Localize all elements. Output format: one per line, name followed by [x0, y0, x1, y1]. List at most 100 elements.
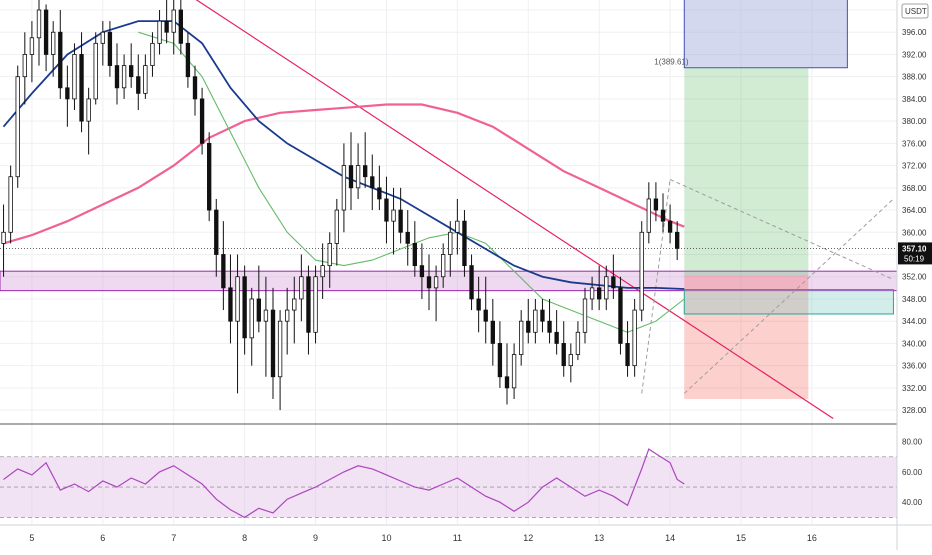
candle-body — [433, 276, 439, 289]
candles — [1, 0, 680, 411]
price-tick-label: 396.00 — [902, 28, 927, 37]
last-price-box — [898, 242, 932, 265]
candle-body — [228, 287, 233, 322]
candle-body — [327, 242, 332, 267]
candle-body — [320, 265, 325, 278]
candle-body — [497, 343, 503, 378]
candle-body — [370, 176, 375, 189]
rsi-tick-label: 40.00 — [902, 498, 923, 507]
candle-body — [604, 276, 609, 300]
candle-body — [660, 209, 666, 222]
drawing-tools: 1(389.61) — [0, 0, 898, 419]
price-tick-label: 388.00 — [902, 73, 927, 82]
rsi-line — [3, 448, 685, 519]
candle-body — [625, 343, 630, 367]
candle-body — [511, 354, 517, 389]
candle-body — [65, 87, 70, 100]
candle-body — [43, 9, 49, 55]
candle-body — [455, 220, 460, 233]
candle-body — [519, 320, 524, 355]
candle-body — [36, 9, 42, 39]
candle-body — [29, 37, 35, 55]
candle-body — [263, 309, 269, 322]
candle-body — [348, 165, 354, 189]
time-tick-label: 15 — [736, 533, 746, 543]
candle-body — [448, 231, 453, 255]
candle-body — [129, 65, 134, 78]
candle-body — [575, 331, 581, 355]
ma-pink-line — [3, 103, 685, 245]
trendline — [195, 0, 834, 419]
price-tick-label: 372.00 — [902, 162, 927, 171]
candle-body — [221, 254, 226, 289]
price-tick-label: 352.00 — [902, 273, 927, 282]
candle-body — [207, 142, 212, 211]
price-tick-label: 360.00 — [902, 228, 927, 237]
candle-body — [363, 165, 368, 178]
candle-body — [504, 376, 510, 389]
candle-body — [192, 76, 198, 100]
candle-body — [86, 98, 91, 122]
candle-body — [178, 9, 183, 44]
candle-body — [526, 320, 531, 333]
currency-label: USDT — [905, 7, 927, 16]
candle-body — [597, 287, 602, 300]
candle-body — [462, 220, 467, 267]
candle-body — [270, 309, 276, 378]
candle-body — [93, 42, 98, 100]
price-tick-label: 376.00 — [902, 139, 927, 148]
candle-body — [398, 209, 403, 233]
projection-line — [641, 179, 671, 394]
candle-body — [412, 242, 417, 267]
time-axis: 5 6 7 8 9 10 11 12 13 14 15 16 — [0, 524, 932, 543]
time-tick-label: 5 — [29, 533, 34, 543]
price-tick-label: 348.00 — [902, 295, 927, 304]
candle-body — [653, 198, 659, 211]
candle-body — [150, 42, 155, 66]
candle-body — [561, 343, 566, 367]
time-tick-label: 16 — [807, 533, 817, 543]
candle-body — [341, 165, 347, 211]
candle-body — [299, 276, 304, 300]
candle-body — [292, 298, 297, 311]
candle-body — [547, 320, 552, 333]
candle-body — [136, 76, 141, 94]
candle-body — [483, 309, 488, 322]
time-tick-label: 12 — [523, 533, 533, 543]
secondary-box — [683, 289, 894, 315]
candle-body — [540, 309, 545, 322]
price-tick-label: 332.00 — [902, 384, 927, 393]
candle-body — [533, 309, 538, 333]
candle-body — [235, 276, 240, 322]
candle-body — [313, 276, 318, 333]
candle-body — [306, 276, 311, 333]
candle-body — [419, 265, 425, 278]
price-tick-label: 344.00 — [902, 317, 927, 326]
price-tick-label: 328.00 — [902, 406, 927, 415]
time-tick-label: 11 — [453, 533, 462, 543]
candle-body — [249, 298, 254, 339]
candle-body — [256, 298, 261, 322]
candle-body — [355, 165, 361, 189]
candle-body — [8, 176, 13, 233]
time-tick-label: 6 — [100, 533, 105, 543]
candle-body — [1, 231, 6, 244]
candle-body — [285, 309, 290, 322]
price-tick-label: 380.00 — [902, 117, 927, 126]
candle-body — [611, 276, 616, 289]
price-axis: 328.00 332.00 336.00 340.00 344.00 348.00 352.… — [896, 0, 932, 550]
candle-body — [22, 54, 27, 78]
projection-line — [669, 179, 894, 280]
candle-body — [157, 20, 162, 44]
time-tick-label: 9 — [313, 533, 318, 543]
candle-body — [185, 42, 191, 78]
candle-body — [143, 65, 148, 94]
candle-body — [646, 198, 651, 233]
target-box — [683, 0, 848, 69]
candle-body — [242, 276, 247, 339]
candle-body — [384, 198, 389, 222]
candle-body — [618, 287, 623, 344]
candle-body — [632, 309, 637, 367]
candle-body — [171, 9, 176, 33]
candle-body — [639, 231, 644, 311]
